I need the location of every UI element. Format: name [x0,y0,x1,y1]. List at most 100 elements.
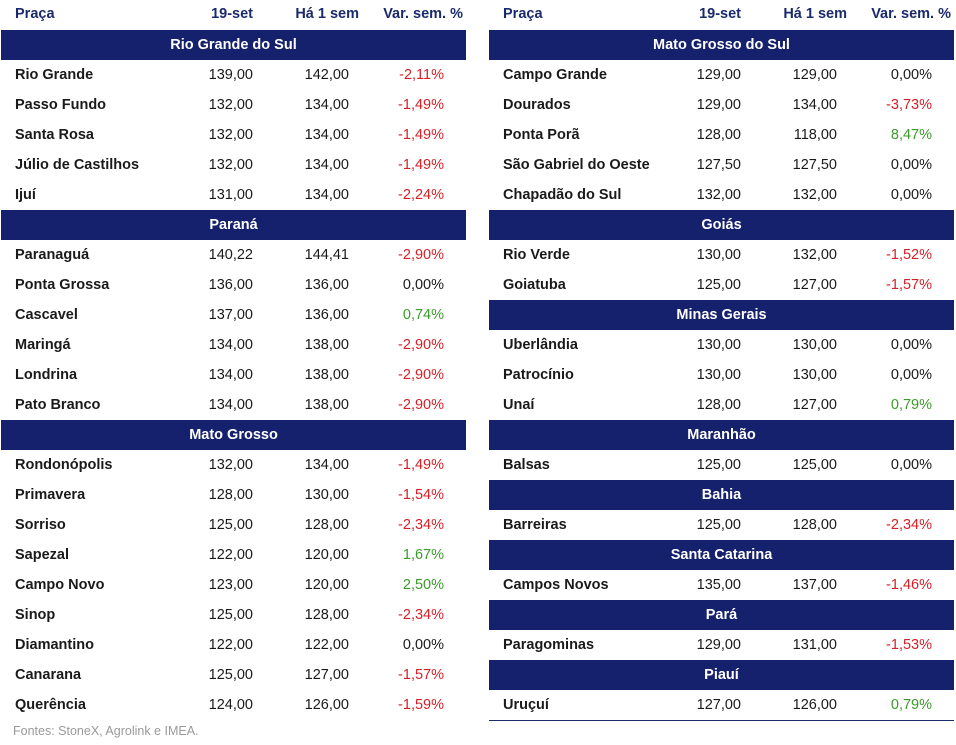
price-previous: 138,00 [304,367,349,383]
table-row: Balsas 125,00 125,00 0,00% [489,450,954,480]
price-current: 129,00 [696,67,741,83]
region-header: Rio Grande do Sul [1,30,466,60]
weekly-variation: -1,49% [398,157,444,173]
table-row: Santa Rosa 132,00 134,00 -1,49% [1,120,466,150]
table-row: Paragominas 129,00 131,00 -1,53% [489,630,954,660]
city-name: Chapadão do Sul [503,187,622,203]
city-name: Goiatuba [503,277,566,293]
region-header: Goiás [489,210,954,240]
price-previous: 128,00 [304,517,349,533]
header-date: 19-set [211,6,253,22]
region-header: Pará [489,600,954,630]
city-name: Londrina [15,367,78,383]
price-previous: 130,00 [304,487,349,503]
weekly-variation: 0,00% [890,457,932,473]
city-name: Pato Branco [15,397,101,413]
price-previous: 130,00 [792,337,837,353]
table-row: Chapadão do Sul 132,00 132,00 0,00% [489,180,954,210]
price-current: 128,00 [696,397,741,413]
city-name: Sinop [15,607,56,623]
region-header: Mato Grosso [1,420,466,450]
price-current: 132,00 [696,187,741,203]
city-name: Paranaguá [15,247,90,263]
price-previous: 130,00 [792,367,837,383]
table-row: Londrina 134,00 138,00 -2,90% [1,360,466,390]
price-current: 130,00 [696,337,741,353]
price-previous: 120,00 [304,547,349,563]
region-header: Maranhão [489,420,954,450]
price-current: 140,22 [208,247,253,263]
header-variation: Var. sem. % [383,6,463,22]
right-table-body: Mato Grosso do Sul Campo Grande 129,00 129,… [489,30,954,720]
price-current: 139,00 [208,67,253,83]
table-row: Campo Grande 129,00 129,00 0,00% [489,60,954,90]
weekly-variation: 2,50% [402,577,444,593]
price-previous: 127,00 [792,397,837,413]
weekly-variation: -2,90% [398,397,444,413]
table-bottom-rule [489,720,954,721]
price-current: 125,00 [696,457,741,473]
city-name: Uruçuí [503,697,549,713]
region-header: Mato Grosso do Sul [489,30,954,60]
table-row: Unaí 128,00 127,00 0,79% [489,390,954,420]
city-name: Balsas [503,457,550,473]
weekly-variation: -2,34% [398,607,444,623]
price-previous: 137,00 [792,577,837,593]
price-current: 122,00 [208,637,253,653]
table-row: Maringá 134,00 138,00 -2,90% [1,330,466,360]
source-note: Fontes: StoneX, Agrolink e IMEA. [13,724,199,738]
price-current: 125,00 [696,517,741,533]
city-name: Rondonópolis [15,457,113,473]
table-row: Rondonópolis 132,00 134,00 -1,49% [1,450,466,480]
price-previous: 126,00 [792,697,837,713]
table-row: Uberlândia 130,00 130,00 0,00% [489,330,954,360]
price-previous: 125,00 [792,457,837,473]
city-name: Santa Rosa [15,127,94,143]
price-current: 129,00 [696,637,741,653]
price-current: 125,00 [696,277,741,293]
weekly-variation: 0,79% [890,397,932,413]
weekly-variation: -1,59% [398,697,444,713]
right-price-table: Praça 19-set Há 1 sem Var. sem. % Mato G… [489,0,954,721]
table-row: Sorriso 125,00 128,00 -2,34% [1,510,466,540]
weekly-variation: -3,73% [886,97,932,113]
price-current: 124,00 [208,697,253,713]
price-previous: 132,00 [792,247,837,263]
table-row: Pato Branco 134,00 138,00 -2,90% [1,390,466,420]
price-current: 134,00 [208,367,253,383]
price-current: 123,00 [208,577,253,593]
price-previous: 144,41 [304,247,349,263]
left-price-table: Praça 19-set Há 1 sem Var. sem. % Rio Gr… [1,0,466,720]
weekly-variation: 0,00% [890,337,932,353]
price-current: 132,00 [208,157,253,173]
table-row: Júlio de Castilhos 132,00 134,00 -1,49% [1,150,466,180]
table-row: Sapezal 122,00 120,00 1,67% [1,540,466,570]
weekly-variation: 1,67% [402,547,444,563]
table-row: Canarana 125,00 127,00 -1,57% [1,660,466,690]
price-previous: 134,00 [304,457,349,473]
city-name: Barreiras [503,517,567,533]
price-current: 134,00 [208,337,253,353]
table-row: Sinop 125,00 128,00 -2,34% [1,600,466,630]
price-previous: 118,00 [793,127,837,143]
price-previous: 128,00 [304,607,349,623]
price-previous: 136,00 [304,307,349,323]
price-current: 132,00 [208,127,253,143]
city-name: Rio Grande [15,67,94,83]
table-row: Barreiras 125,00 128,00 -2,34% [489,510,954,540]
table-row: Rio Verde 130,00 132,00 -1,52% [489,240,954,270]
weekly-variation: -1,53% [886,637,932,653]
city-name: Uberlândia [503,337,578,353]
weekly-variation: 0,74% [402,307,444,323]
weekly-variation: -1,49% [398,97,444,113]
price-previous: 127,00 [792,277,837,293]
table-row: São Gabriel do Oeste 127,50 127,50 0,00% [489,150,954,180]
price-previous: 134,00 [304,157,349,173]
price-current: 135,00 [696,577,741,593]
city-name: Ponta Porã [503,127,580,143]
table-row: Rio Grande 139,00 142,00 -2,11% [1,60,466,90]
price-current: 130,00 [696,247,741,263]
price-current: 132,00 [208,457,253,473]
table-row: Diamantino 122,00 122,00 0,00% [1,630,466,660]
city-name: Patrocínio [503,367,574,383]
